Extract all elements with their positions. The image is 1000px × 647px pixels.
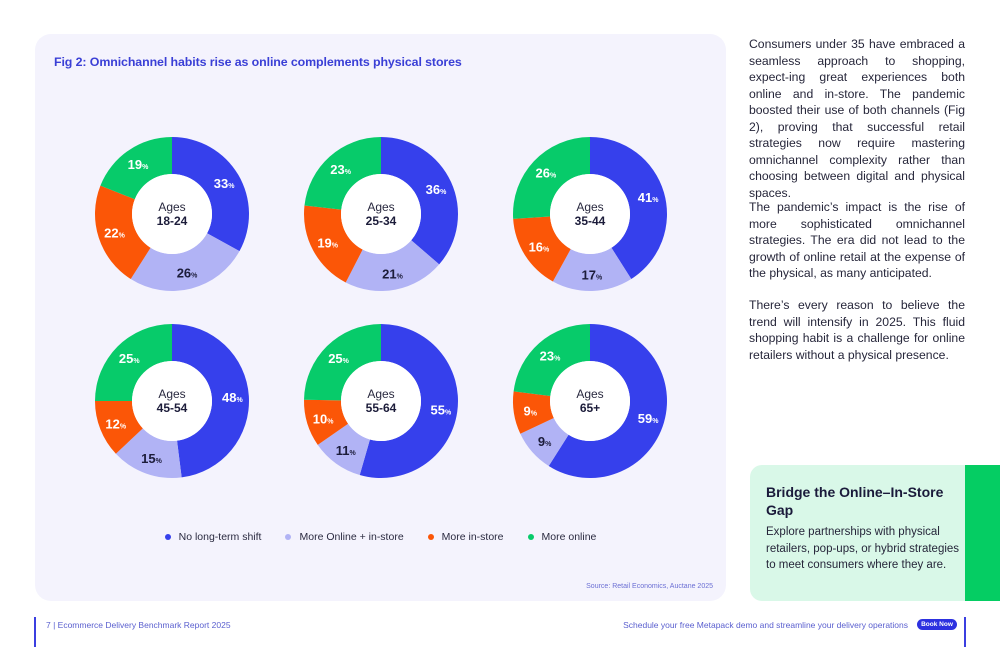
donut-svg: 41% 17% 16% 26%: [513, 137, 667, 291]
body-paragraph-3: There’s every reason to believe the tren…: [749, 298, 965, 362]
donut-hole: [550, 361, 630, 441]
donut-chart-55-64: 55% 11% 10% 25% Ages 55-64: [301, 321, 461, 481]
legend-item-no-long-term-shift: No long-term shift: [164, 531, 262, 543]
slice-more-online-in-store: [130, 233, 240, 291]
slice-more-online: [304, 137, 381, 210]
slice-label: 9%: [524, 403, 538, 418]
slice-label: 26%: [536, 166, 557, 181]
slice-more-in-store: [95, 185, 151, 280]
body-paragraph-1: Consumers under 35 have embraced a seaml…: [749, 37, 965, 200]
legend-dot-icon: [285, 534, 292, 540]
donut-svg: 48% 15% 12% 25%: [95, 324, 249, 478]
slice-more-in-store: [513, 391, 554, 434]
slice-more-in-store: [513, 216, 571, 282]
donut-hole: [132, 361, 212, 441]
figure-panel: Fig 2: Omnichannel habits rise as online…: [35, 34, 726, 601]
footer-divider-left: [34, 617, 36, 647]
footer-divider-right: [964, 617, 966, 647]
slice-label: 9%: [538, 434, 552, 449]
legend-item-more-in-store: More in-store: [427, 531, 504, 543]
donut-hole: [341, 174, 421, 254]
donut-chart-25-34: 36% 21% 19% 23% Ages 25-34: [301, 134, 461, 294]
donut-chart-35-44: 41% 17% 16% 26% Ages 35-44: [510, 134, 670, 294]
slice-label: 17%: [582, 267, 603, 282]
slice-label: 36%: [426, 182, 447, 197]
slice-more-online: [304, 324, 381, 401]
donut-svg: 59% 9% 9% 23%: [513, 324, 667, 478]
slice-no-long-term-shift: [548, 324, 667, 478]
slice-more-online-in-store: [345, 240, 440, 291]
slice-label: 55%: [431, 402, 452, 417]
footer-page-info: 7 | Ecommerce Delivery Benchmark Report …: [46, 620, 231, 630]
slice-label: 25%: [119, 351, 140, 366]
slice-more-online-in-store: [115, 428, 182, 478]
donut-svg: 55% 11% 10% 25%: [304, 324, 458, 478]
slice-more-online-in-store: [552, 247, 632, 291]
slice-label: 23%: [540, 349, 561, 364]
callout-box: Bridge the Online–In-Store Gap Explore p…: [750, 465, 980, 601]
slice-label: 25%: [328, 351, 349, 366]
callout-text: Explore partnerships with physical retai…: [766, 526, 960, 571]
slice-label: 41%: [638, 190, 659, 205]
slice-label: 16%: [529, 239, 550, 254]
slice-more-in-store: [304, 205, 363, 283]
slice-label: 26%: [177, 266, 198, 281]
legend-label: More in-store: [441, 531, 504, 543]
slice-more-in-store: [95, 401, 143, 454]
slice-label: 15%: [141, 451, 162, 466]
slice-no-long-term-shift: [590, 137, 667, 280]
slice-label: 11%: [336, 443, 357, 458]
figure-title: Fig 2: Omnichannel habits rise as online…: [54, 55, 462, 69]
donut-chart-18-24: 33% 26% 22% 19% Ages 18-24: [92, 134, 252, 294]
donut-chart-45-54: 48% 15% 12% 25% Ages 45-54: [92, 321, 252, 481]
donut-hole: [550, 174, 630, 254]
legend-label: No long-term shift: [178, 531, 262, 543]
slice-more-online: [100, 137, 172, 200]
slice-no-long-term-shift: [381, 137, 458, 265]
slice-no-long-term-shift: [359, 324, 458, 478]
slice-more-in-store: [304, 399, 349, 445]
callout-accent-bar: [965, 465, 1000, 601]
legend-label: More Online + in-store: [299, 531, 404, 543]
legend-dot-icon: [527, 534, 534, 540]
legend-item-more-online: More online: [527, 531, 597, 543]
slice-no-long-term-shift: [172, 324, 249, 478]
slice-label: 19%: [317, 236, 338, 251]
slice-more-online: [95, 324, 172, 401]
slice-label: 23%: [330, 162, 351, 177]
slice-label: 12%: [105, 416, 126, 431]
slice-more-online: [513, 137, 590, 219]
slice-label: 48%: [222, 390, 243, 405]
legend-dot-icon: [164, 534, 171, 540]
body-paragraph-2: The pandemic’s impact is the rise of mor…: [749, 200, 965, 280]
slice-label: 19%: [128, 157, 149, 172]
footer-cta-text[interactable]: Schedule your free Metapack demo and str…: [623, 620, 908, 630]
donut-svg: 33% 26% 22% 19%: [95, 137, 249, 291]
legend-dot-icon: [427, 534, 434, 540]
book-now-button[interactable]: Book Now: [917, 619, 957, 630]
slice-label: 21%: [382, 266, 403, 281]
slice-more-online-in-store: [520, 418, 569, 467]
slice-no-long-term-shift: [172, 137, 249, 252]
source-note: Source: Retail Economics, Auctane 2025: [586, 583, 713, 590]
donut-hole: [132, 174, 212, 254]
donut-hole: [341, 361, 421, 441]
slice-label: 10%: [313, 412, 334, 427]
donut-chart-65: 59% 9% 9% 23% Ages 65+: [510, 321, 670, 481]
callout-title: Bridge the Online–In-Store Gap: [766, 484, 944, 518]
slice-label: 22%: [104, 226, 125, 241]
slice-label: 59%: [638, 411, 659, 426]
slice-more-online: [513, 324, 590, 396]
chart-legend: No long-term shift More Online + in-store…: [35, 531, 726, 543]
legend-label: More online: [541, 531, 597, 543]
legend-item-more-online-in-store: More Online + in-store: [285, 531, 404, 543]
slice-label: 33%: [214, 176, 235, 191]
slice-more-online-in-store: [317, 423, 370, 476]
donut-svg: 36% 21% 19% 23%: [304, 137, 458, 291]
